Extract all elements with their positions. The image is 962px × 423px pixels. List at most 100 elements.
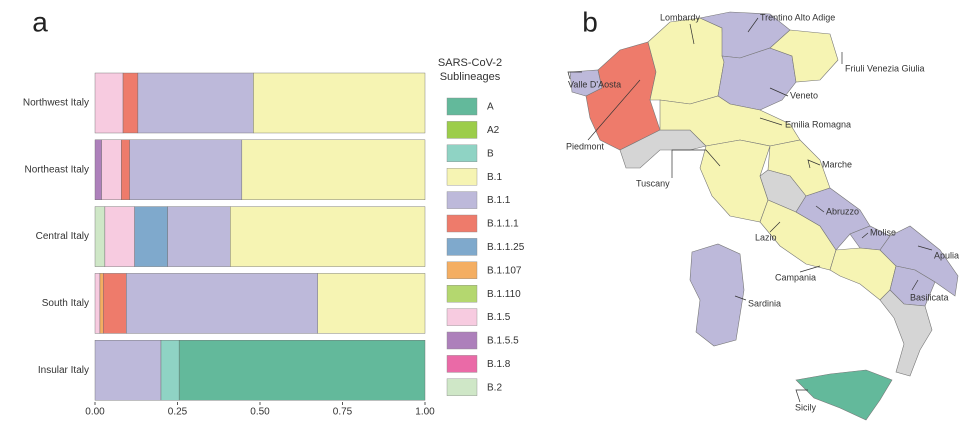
bar-segment	[134, 206, 168, 267]
legend-label: B	[487, 148, 494, 159]
region-shape	[769, 29, 839, 83]
legend-swatch	[446, 308, 478, 326]
bar-segment	[94, 340, 162, 401]
legend-swatch	[446, 238, 478, 256]
bar-segment	[94, 72, 124, 134]
region-shape	[647, 17, 725, 105]
legend-label: B.1.5.5	[487, 336, 519, 347]
bar-segment	[126, 273, 318, 334]
leader-line	[759, 117, 783, 126]
leader-line	[917, 245, 933, 251]
leader-line	[747, 17, 759, 33]
region-label: Apulia	[934, 250, 959, 260]
panel-label: a	[32, 6, 48, 37]
legend-label: B.1.1	[487, 195, 511, 206]
legend-label: A2	[487, 125, 500, 136]
bar-segment	[94, 206, 106, 267]
region-label: Veneto	[790, 90, 818, 100]
leader-line	[769, 221, 781, 233]
leader-line	[587, 79, 641, 141]
x-tick-label: 0.75	[333, 407, 353, 418]
x-tick-label: 1.00	[415, 407, 435, 418]
y-tick-label: South Italy	[42, 298, 89, 309]
region-label: Emilia Romagna	[785, 119, 851, 129]
region-label: Basilicata	[910, 292, 949, 302]
legend-label: B.1.8	[487, 359, 511, 370]
bar-segment	[121, 139, 130, 201]
legend-swatch	[446, 191, 478, 209]
legend-label: B.1.107	[487, 265, 522, 276]
legend-swatch	[446, 285, 478, 303]
region-label: Lazio	[755, 232, 777, 242]
bar-segment	[94, 139, 102, 201]
leader-line	[807, 159, 821, 169]
y-tick-label: Northeast Italy	[25, 164, 89, 175]
legend-swatch	[446, 97, 478, 116]
region-shape	[699, 139, 771, 223]
region-label: Piedmont	[566, 141, 605, 151]
legend-label: B.1.1.1	[487, 219, 519, 230]
legend-swatch	[446, 144, 478, 163]
region-label: Sicily	[795, 402, 817, 412]
legend-label: B.1.5	[487, 312, 511, 323]
legend-label: B.1.1.25	[487, 242, 525, 253]
region-label: Campania	[775, 272, 816, 282]
region-label: Trentino Alto Adige	[760, 12, 835, 22]
legend-swatch	[446, 261, 478, 279]
region-label: Valle D'Aosta	[568, 79, 621, 89]
bar-segment	[230, 206, 426, 267]
legend-label: B.1	[487, 172, 502, 183]
bar-segment	[241, 139, 426, 201]
leader-line	[769, 87, 789, 97]
region-shape	[795, 369, 893, 421]
y-tick-label: Northwest Italy	[23, 98, 89, 109]
legend-swatch	[446, 355, 478, 373]
bar-segment	[104, 206, 135, 267]
x-tick-label: 0.00	[85, 407, 105, 418]
region-label: Abruzzo	[826, 206, 859, 216]
leader-line	[799, 265, 821, 273]
leader-line	[861, 232, 869, 239]
legend-swatch	[446, 378, 478, 396]
region-shape	[689, 243, 745, 347]
x-tick-label: 0.50	[250, 407, 270, 418]
leader-line	[911, 279, 919, 291]
leader-line	[734, 295, 747, 301]
bar-segment	[160, 340, 180, 401]
bar-segment	[317, 273, 426, 334]
bar-segment	[253, 72, 426, 134]
region-label: Marche	[822, 159, 852, 169]
x-tick-label: 0.25	[168, 407, 188, 418]
region-label: Tuscany	[636, 178, 670, 188]
legend-swatch	[446, 331, 478, 350]
y-tick-label: Central Italy	[36, 231, 89, 242]
region-shape	[585, 41, 661, 151]
panel-label: b	[582, 6, 598, 37]
bar-segment	[129, 139, 243, 201]
leader-line	[671, 149, 721, 178]
region-shape	[879, 289, 933, 377]
bar-segment	[99, 273, 104, 334]
legend-label: A	[487, 102, 494, 113]
legend-swatch	[446, 214, 478, 233]
bar-segment	[103, 273, 127, 334]
leader-line	[689, 23, 695, 45]
y-tick-label: Insular Italy	[38, 365, 89, 376]
region-label: Molise	[870, 227, 896, 237]
italy-map	[569, 11, 959, 421]
bar-segment	[167, 206, 231, 267]
legend-label: B.2	[487, 382, 502, 393]
region-label: Sardinia	[748, 298, 781, 308]
region-shape	[717, 47, 797, 111]
leader-line	[795, 389, 808, 403]
leader-line	[567, 71, 582, 80]
region-label: Friuli Venezia Giulia	[845, 63, 925, 73]
bar-segment	[122, 72, 139, 134]
legend-label: B.1.110	[487, 289, 521, 300]
region-label: Lombardy	[660, 12, 701, 22]
bar-segment	[94, 273, 101, 334]
legend-swatch	[446, 167, 478, 186]
legend-swatch	[446, 121, 478, 139]
